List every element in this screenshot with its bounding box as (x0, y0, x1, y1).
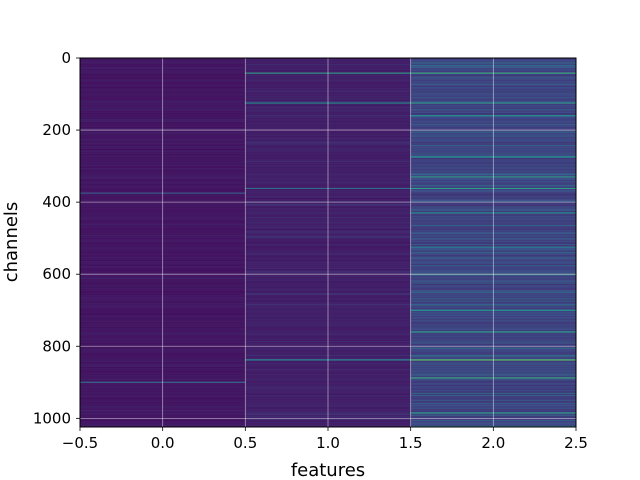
y-tick-label: 1000 (33, 409, 71, 427)
x-tick-label: 0.5 (233, 434, 257, 452)
x-tick-label: −0.5 (62, 434, 98, 452)
x-axis-label: features (291, 460, 365, 480)
y-tick-label: 200 (42, 121, 71, 139)
x-tick-label: 1.0 (316, 434, 340, 452)
y-tick-label: 400 (42, 193, 71, 211)
y-axis: 0 200 400 600 800 1000 (33, 49, 80, 427)
y-tick-label: 600 (42, 265, 71, 283)
x-tick-label: 1.5 (399, 434, 423, 452)
y-tick-label: 0 (61, 49, 71, 67)
x-tick-label: 2.5 (564, 434, 588, 452)
x-axis: −0.5 0.0 0.5 1.0 1.5 2.0 2.5 (62, 427, 588, 452)
y-tick-label: 800 (42, 337, 71, 355)
y-axis-label: channels (1, 202, 22, 283)
x-tick-label: 2.0 (481, 434, 505, 452)
x-tick-label: 0.0 (151, 434, 175, 452)
